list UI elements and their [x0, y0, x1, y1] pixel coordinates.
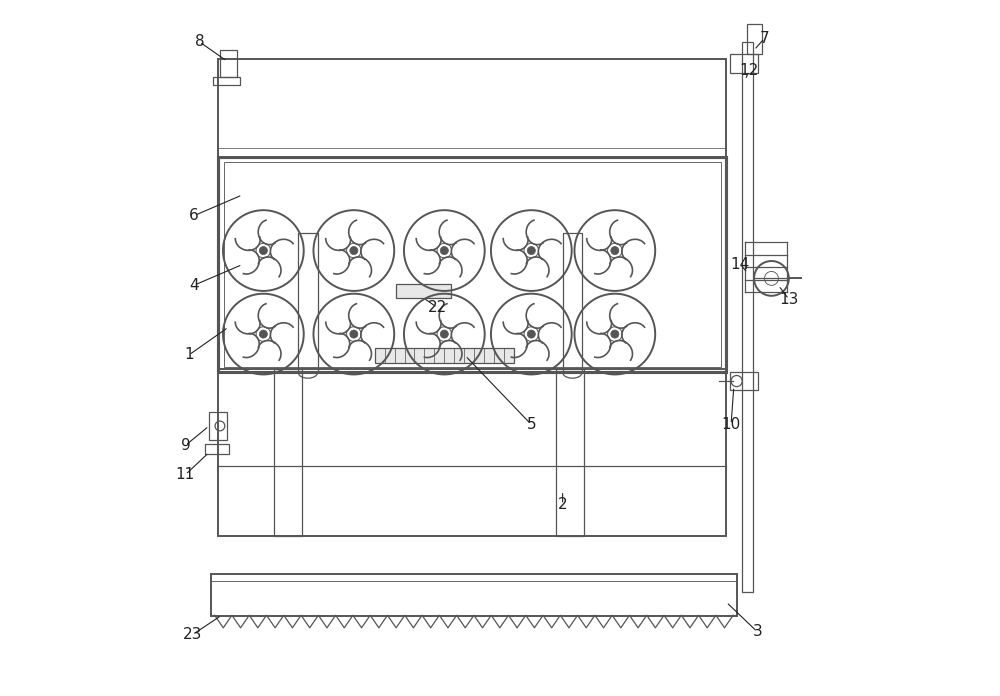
Circle shape	[350, 330, 358, 338]
Text: 3: 3	[753, 624, 762, 640]
Bar	[730, 54, 758, 73]
Text: 7: 7	[760, 31, 769, 46]
Bar	[218, 157, 726, 372]
Circle shape	[440, 246, 448, 255]
Text: 6: 6	[189, 208, 199, 223]
Circle shape	[259, 330, 267, 338]
Text: 11: 11	[176, 467, 195, 482]
Bar	[742, 42, 753, 592]
Text: 23: 23	[183, 627, 202, 642]
Bar	[396, 284, 451, 298]
Bar	[218, 369, 726, 536]
Circle shape	[440, 330, 448, 338]
Bar	[274, 369, 302, 536]
Text: 8: 8	[195, 34, 204, 49]
Text: 9: 9	[181, 438, 190, 453]
Bar	[205, 444, 229, 454]
Bar	[211, 574, 737, 616]
Circle shape	[259, 246, 267, 255]
Text: 1: 1	[184, 347, 194, 363]
Bar	[730, 372, 758, 390]
Bar	[563, 233, 582, 372]
Text: 12: 12	[740, 63, 759, 79]
Bar	[298, 233, 318, 372]
Bar	[224, 162, 721, 367]
Text: 14: 14	[730, 257, 750, 272]
Text: 5: 5	[527, 417, 536, 432]
Bar	[375, 348, 514, 363]
Text: 2: 2	[558, 497, 567, 512]
Bar	[213, 77, 240, 85]
Circle shape	[527, 330, 535, 338]
Circle shape	[611, 330, 619, 338]
Circle shape	[611, 246, 619, 255]
Bar	[556, 369, 584, 536]
Bar	[218, 59, 726, 157]
Text: 4: 4	[189, 278, 199, 293]
Text: 13: 13	[779, 292, 799, 307]
Text: 10: 10	[721, 417, 741, 432]
Circle shape	[350, 246, 358, 255]
Circle shape	[527, 246, 535, 255]
Bar	[209, 412, 227, 440]
Bar	[747, 24, 762, 54]
Bar	[220, 50, 237, 77]
Text: 22: 22	[428, 300, 447, 315]
